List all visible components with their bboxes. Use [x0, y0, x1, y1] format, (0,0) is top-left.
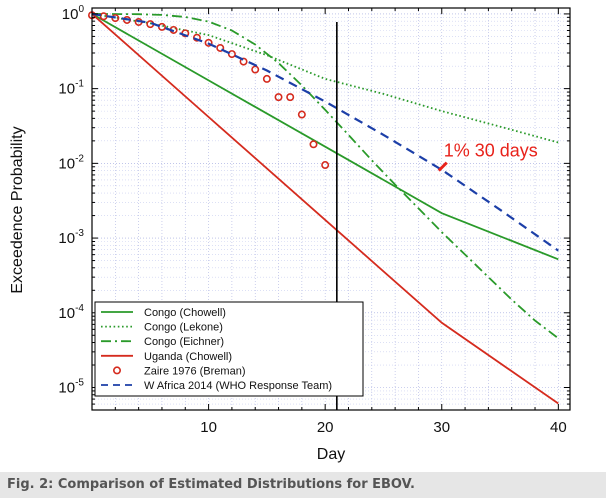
x-tick-label: 20	[317, 419, 334, 436]
x-tick-label: 10	[200, 419, 217, 436]
data-point-zaire	[274, 93, 283, 102]
annotation-label: 1% 30 days	[444, 141, 538, 161]
series-uganda-chowell	[91, 13, 559, 405]
annotations: 1% 30 days	[437, 141, 538, 172]
legend-box	[94, 301, 364, 397]
data-point-zaire	[321, 161, 330, 170]
data-point-zaire	[204, 38, 213, 47]
data-point-zaire	[192, 33, 201, 42]
plot-frame	[91, 7, 571, 411]
x-axis-label: Day	[317, 446, 345, 463]
data-point-zaire	[216, 43, 225, 52]
x-tick-label: 30	[433, 419, 450, 436]
y-tick-label: 10-3	[58, 228, 84, 247]
data-point-zaire	[251, 65, 260, 74]
x-tick-label: 40	[550, 419, 567, 436]
legend-swatch	[113, 366, 122, 375]
series-w-africa-2014-who-response-team	[91, 12, 559, 252]
legend-label: Congo (Eichner)	[144, 336, 224, 348]
legend: Congo (Chowell) Congo (Lekone) Congo (Eich…	[94, 301, 364, 397]
legend-label: Zaire 1976 (Breman)	[144, 365, 246, 377]
legend-label: Uganda (Chowell)	[144, 351, 232, 363]
axis-ticks: 10 20 30 40 100 10-1 10-2 10-3 10-4 10-5	[58, 4, 570, 436]
data-point-zaire	[262, 74, 271, 83]
legend-label: W Africa 2014 (WHO Response Team)	[144, 380, 332, 392]
data-point-zaire	[239, 57, 248, 66]
series-congo-chowell	[91, 13, 559, 261]
data-point-zaire	[309, 140, 318, 149]
y-tick-label: 10-4	[58, 303, 84, 322]
caption-bar	[0, 472, 606, 498]
chart: 10 20 30 40 100 10-1 10-2 10-3 10-4 10-5 1% 30 da…	[9, 4, 571, 463]
legend-label: Congo (Lekone)	[144, 322, 223, 334]
data-point-zaire	[297, 110, 306, 119]
y-tick-label: 10-5	[58, 378, 84, 397]
data-point-zaire	[286, 93, 295, 102]
series-congo-lekone	[91, 13, 559, 144]
annotation-marker	[437, 161, 448, 172]
legend-label: Congo (Chowell)	[144, 307, 226, 319]
figure-caption: Fig. 2: Comparison of Estimated Distribu…	[7, 477, 415, 492]
y-tick-label: 10-2	[58, 153, 84, 172]
y-tick-label: 100	[62, 4, 85, 23]
y-tick-label: 10-1	[58, 79, 84, 98]
y-axis-label: Exceedence Probability	[9, 126, 26, 293]
